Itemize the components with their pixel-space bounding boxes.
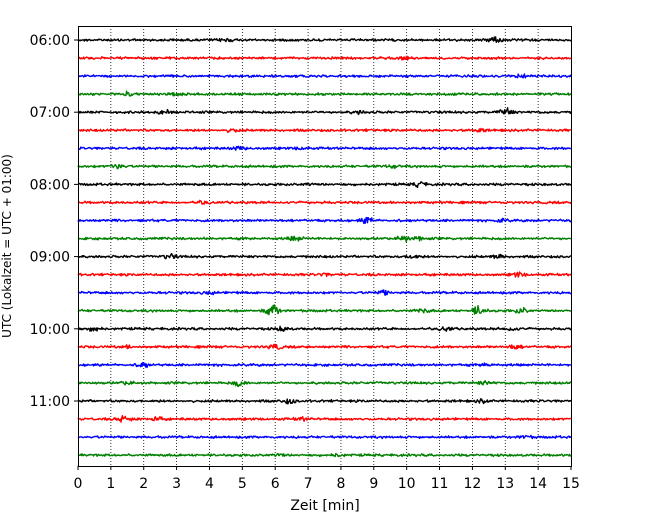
y-tick-label: 08:00 (30, 177, 70, 193)
y-tick-label: 09:00 (30, 250, 70, 266)
x-tick-label: 13 (496, 476, 514, 492)
y-axis-label: UTC (Lokalzeit = UTC + 01:00) (0, 154, 14, 338)
x-tick-label: 11 (431, 476, 449, 492)
x-tick-label: 9 (369, 476, 378, 492)
x-tick-label: 6 (271, 476, 280, 492)
plot-frame (78, 26, 572, 467)
x-tick-label: 7 (304, 476, 313, 492)
x-tick-label: 0 (74, 476, 83, 492)
x-tick-label: 3 (172, 476, 181, 492)
y-tick-label: 10:00 (30, 322, 70, 338)
x-axis-label: Zeit [min] (290, 498, 359, 514)
trace-line (77, 289, 572, 296)
y-tick-label: 06:00 (30, 33, 70, 49)
x-tick-label: 15 (562, 476, 580, 492)
x-axis-ticks: 0 1 2 3 4 5 6 7 8 9 10 11 12 13 14 15 (74, 466, 580, 492)
y-axis-ticks: 06:00 07:00 08:00 09:00 10:00 11:00 (30, 33, 78, 410)
trace-line (77, 452, 572, 458)
trace-line (77, 36, 572, 43)
trace-line (77, 271, 572, 278)
trace-line (77, 361, 572, 369)
trace-line (77, 397, 572, 405)
x-tick-label: 2 (139, 476, 148, 492)
trace-line (77, 325, 572, 332)
x-tick-label: 10 (398, 476, 416, 492)
trace-line (77, 380, 572, 388)
x-tick-label: 8 (336, 476, 345, 492)
trace-line (77, 55, 572, 61)
trace-line (77, 434, 572, 440)
trace-line (77, 415, 572, 423)
y-tick-label: 07:00 (30, 105, 70, 121)
x-tick-label: 12 (463, 476, 481, 492)
trace-line (77, 163, 572, 170)
seismic-traces (77, 36, 572, 458)
trace-line (77, 199, 572, 205)
trace-line (77, 107, 572, 116)
trace-line (77, 181, 572, 188)
trace-line (77, 235, 572, 243)
vertical-grid-lines (110, 26, 539, 466)
x-tick-label: 5 (238, 476, 247, 492)
trace-line (77, 216, 572, 225)
x-tick-label: 14 (529, 476, 547, 492)
trace-line (77, 145, 572, 151)
trace-line (77, 252, 572, 260)
trace-line (77, 304, 572, 316)
trace-line (78, 73, 572, 79)
x-tick-label: 1 (106, 476, 115, 492)
trace-line (77, 343, 572, 350)
x-tick-label: 4 (205, 476, 214, 492)
trace-line (77, 127, 571, 133)
y-tick-label: 11:00 (30, 394, 70, 410)
trace-line (77, 90, 572, 97)
